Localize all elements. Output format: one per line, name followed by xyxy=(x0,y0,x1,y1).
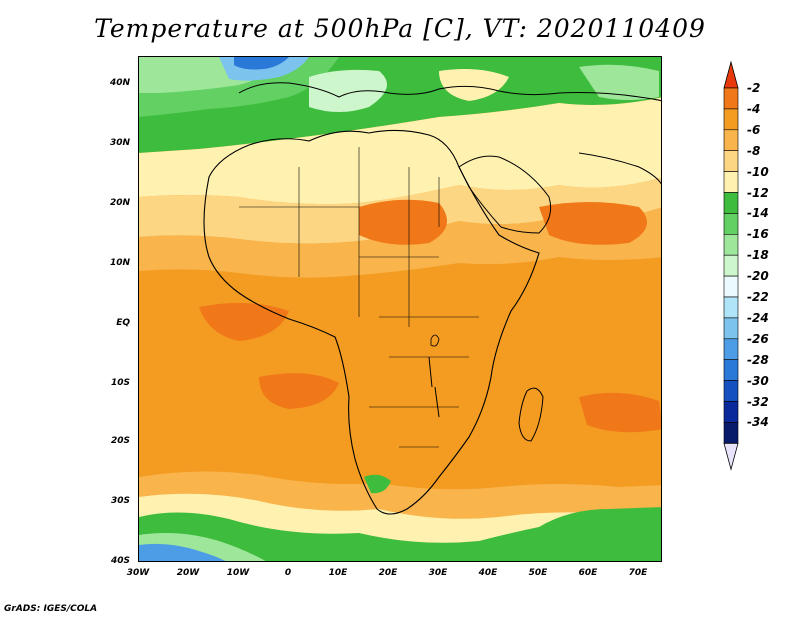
colorbar-segment xyxy=(723,359,739,381)
credit-text: GrADS: IGES/COLA xyxy=(4,604,98,614)
arabia-coastline xyxy=(458,155,552,234)
india-coastline xyxy=(578,152,661,185)
x-tick-label: 70E xyxy=(628,568,648,578)
colorbar-label: -28 xyxy=(747,352,769,367)
colorbar-segment xyxy=(723,275,739,298)
rift-lakes xyxy=(428,356,440,418)
lake-victoria xyxy=(430,334,440,347)
colorbar-bottom-arrow xyxy=(723,442,739,471)
y-tick-label: 30N xyxy=(109,138,130,148)
field-band-south-green xyxy=(139,507,661,561)
field-cool-patch-med-west xyxy=(309,69,387,112)
colorbar-label: -34 xyxy=(747,415,769,430)
colorbar-label: -16 xyxy=(747,227,769,242)
x-tick-label: 30W xyxy=(126,568,150,578)
field-hotspot-south-atlantic xyxy=(259,373,339,409)
y-tick-label: 30S xyxy=(110,496,130,506)
colorbar-segment xyxy=(723,380,739,402)
x-tick-label: 0 xyxy=(284,568,292,578)
colorbar-segment xyxy=(723,422,739,444)
colorbar-label: -26 xyxy=(747,331,769,346)
europe-coastline xyxy=(238,82,661,102)
y-tick-label: 10S xyxy=(110,378,130,388)
colorbar-label: -2 xyxy=(747,81,761,95)
colorbar-segment xyxy=(723,296,739,319)
field-patch-med-east xyxy=(439,69,509,101)
field-cold-core-atlantic xyxy=(234,57,289,70)
y-tick-label: 20S xyxy=(110,436,130,446)
colorbar-segment xyxy=(723,108,739,131)
colorbar-segment xyxy=(723,401,739,423)
x-tick-label: 50E xyxy=(528,568,548,578)
field-hotspot-arabian-sea xyxy=(539,202,647,245)
colorbar-label: -24 xyxy=(747,310,769,325)
x-tick-label: 40E xyxy=(478,568,498,578)
temperature-map xyxy=(138,56,662,562)
colorbar-segment xyxy=(723,192,739,214)
x-tick-label: 60E xyxy=(578,568,598,578)
madagascar-coastline xyxy=(518,387,544,442)
colorbar-segment xyxy=(723,87,739,110)
field-band-pale-yellow xyxy=(139,97,661,205)
field-hotspot-sahel xyxy=(359,199,447,245)
colorbar-label: -20 xyxy=(747,269,769,284)
africa-coastline xyxy=(203,129,540,515)
colorbar-label: -32 xyxy=(747,394,769,409)
field-cold-pool-south-atlantic xyxy=(139,543,226,561)
colorbar-label: -4 xyxy=(747,101,761,116)
colorbar-label: -6 xyxy=(747,122,761,137)
map-title: Temperature at 500hPa [C], VT: 202011040… xyxy=(94,14,706,43)
field-patch-northeast xyxy=(579,64,659,100)
colorbar-segment xyxy=(723,317,739,340)
x-tick-label: 20E xyxy=(378,568,398,578)
colorbar-segment xyxy=(723,254,739,277)
x-tick-label: 10W xyxy=(226,568,250,578)
y-tick-label: 10N xyxy=(109,258,130,268)
x-tick-label: 10E xyxy=(328,568,348,578)
colorbar-label: -18 xyxy=(747,248,769,263)
colorbar-label: -14 xyxy=(747,206,769,221)
x-tick-label: 20W xyxy=(176,568,200,578)
colorbar-segment xyxy=(723,234,739,256)
colorbar-segment xyxy=(723,338,739,360)
field-hotspot-guinea xyxy=(199,302,289,341)
field-hotspot-indian-ocean xyxy=(579,392,661,433)
colorbar-segment xyxy=(723,213,739,235)
colorbar-label: -10 xyxy=(747,164,769,179)
colorbar-segment xyxy=(723,171,739,193)
colorbar-segment xyxy=(723,150,739,172)
colorbar-label: -8 xyxy=(747,143,761,158)
field-cool-patch-kalahari xyxy=(364,474,391,494)
colorbar-segment xyxy=(723,129,739,152)
colorbar-label: -22 xyxy=(747,290,769,304)
colorbar-top-arrow xyxy=(723,60,739,89)
colorbar-label: -30 xyxy=(747,373,769,388)
y-tick-label: 20N xyxy=(109,198,130,208)
y-tick-label: EQ xyxy=(116,318,130,328)
temperature-field xyxy=(139,57,661,561)
colorbar-label: -12 xyxy=(747,185,769,200)
y-tick-label: 40S xyxy=(110,556,130,566)
y-tick-label: 40N xyxy=(109,78,130,88)
x-tick-label: 30E xyxy=(428,568,448,578)
